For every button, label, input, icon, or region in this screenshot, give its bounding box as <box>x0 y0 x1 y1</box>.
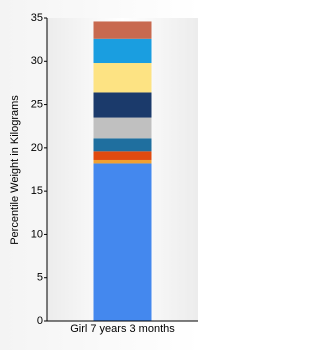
y-tick-label: 10 <box>31 228 43 240</box>
y-tick-label: 35 <box>31 12 43 24</box>
y-tick-label: 20 <box>31 142 43 154</box>
bar-segment <box>93 117 152 139</box>
y-tick-label: 30 <box>31 55 43 67</box>
y-axis-label: Percentile Weight in Kilograms <box>9 95 21 245</box>
y-tick-label: 15 <box>31 185 43 197</box>
x-tick-label: Girl 7 years 3 months <box>70 323 175 335</box>
bar-segment <box>93 163 152 321</box>
y-tick-label: 0 <box>37 315 43 327</box>
y-tick-label: 25 <box>31 98 43 110</box>
bar-segment <box>93 92 152 118</box>
bar-segment <box>93 21 152 39</box>
chart: Percentile Weight in Kilograms 0 5 10 15 20 2… <box>0 0 200 350</box>
bar-segment <box>93 159 152 164</box>
bar-segment <box>93 38 152 64</box>
bar-segment <box>93 151 152 160</box>
bar-segment <box>93 63 152 93</box>
y-tick-label: 5 <box>37 272 43 284</box>
bar-segment <box>93 138 152 152</box>
